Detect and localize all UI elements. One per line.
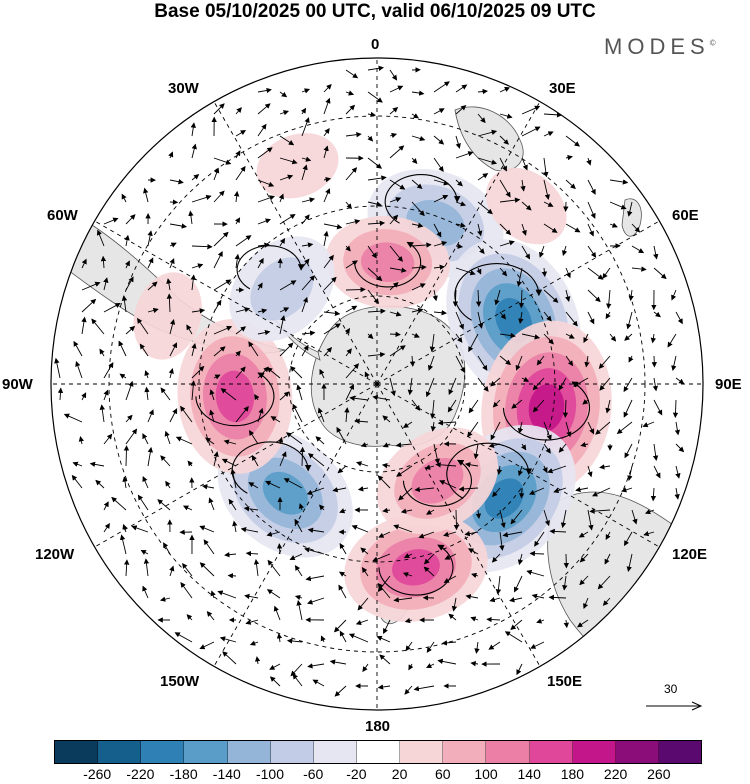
lon-label-150w: 150W — [160, 673, 199, 690]
colorbar-tick-label: 220 — [604, 766, 627, 782]
reference-vector: 30 — [640, 680, 710, 720]
colorbar-segment — [400, 741, 443, 763]
colorbar-tick-label: 60 — [435, 766, 451, 782]
colorbar-segment — [55, 741, 98, 763]
colorbar — [54, 740, 702, 764]
colorbar-tick-label: 100 — [474, 766, 497, 782]
colorbar-tick-label: 20 — [392, 766, 408, 782]
lon-label-90e: 90E — [715, 376, 742, 393]
colorbar-segment — [184, 741, 227, 763]
lon-label-60e: 60E — [672, 207, 699, 224]
lon-label-0: 0 — [371, 36, 379, 53]
colorbar-labels: -260 -220 -180 -140 -100 -60 -20 20 60 100 140 180 2… — [0, 766, 750, 784]
lon-label-120e: 120E — [672, 546, 707, 563]
colorbar-tick-label: -260 — [83, 766, 111, 782]
colorbar-segment — [530, 741, 573, 763]
colorbar-segment — [314, 741, 357, 763]
lon-label-30w: 30W — [168, 80, 199, 97]
colorbar-segment — [98, 741, 141, 763]
lon-label-90w: 90W — [2, 376, 33, 393]
wind-arrow — [456, 510, 457, 529]
wind-arrow — [346, 289, 365, 290]
colorbar-segment — [141, 741, 184, 763]
colorbar-tick-label: -20 — [346, 766, 366, 782]
colorbar-tick-label: -100 — [256, 766, 284, 782]
colorbar-segment — [271, 741, 314, 763]
colorbar-tick-label: 180 — [561, 766, 584, 782]
colorbar-tick-label: -180 — [170, 766, 198, 782]
colorbar-segment — [573, 741, 616, 763]
colorbar-tick-label: 260 — [647, 766, 670, 782]
wind-arrow — [521, 488, 522, 498]
reference-arrow — [640, 680, 710, 720]
lon-label-60w: 60W — [47, 207, 78, 224]
colorbar-tick-label: 140 — [518, 766, 541, 782]
colorbar-segment — [659, 741, 701, 763]
wind-arrow — [530, 553, 544, 554]
colorbar-segment — [616, 741, 659, 763]
colorbar-segment — [443, 741, 486, 763]
lon-label-180: 180 — [365, 718, 390, 735]
wind-arrow — [228, 575, 236, 576]
wind-arrow — [302, 448, 303, 466]
colorbar-tick-label: -220 — [126, 766, 154, 782]
colorbar-segment — [228, 741, 271, 763]
polar-stereographic-map — [0, 0, 750, 740]
colorbar-segment — [486, 741, 529, 763]
lon-label-30e: 30E — [549, 80, 576, 97]
colorbar-tick-label: -60 — [303, 766, 323, 782]
lon-label-150e: 150E — [547, 673, 582, 690]
colorbar-segment — [357, 741, 400, 763]
wind-arrow — [390, 334, 400, 335]
lon-label-120w: 120W — [35, 546, 74, 563]
colorbar-tick-label: -140 — [213, 766, 241, 782]
wind-arrow — [126, 446, 127, 466]
